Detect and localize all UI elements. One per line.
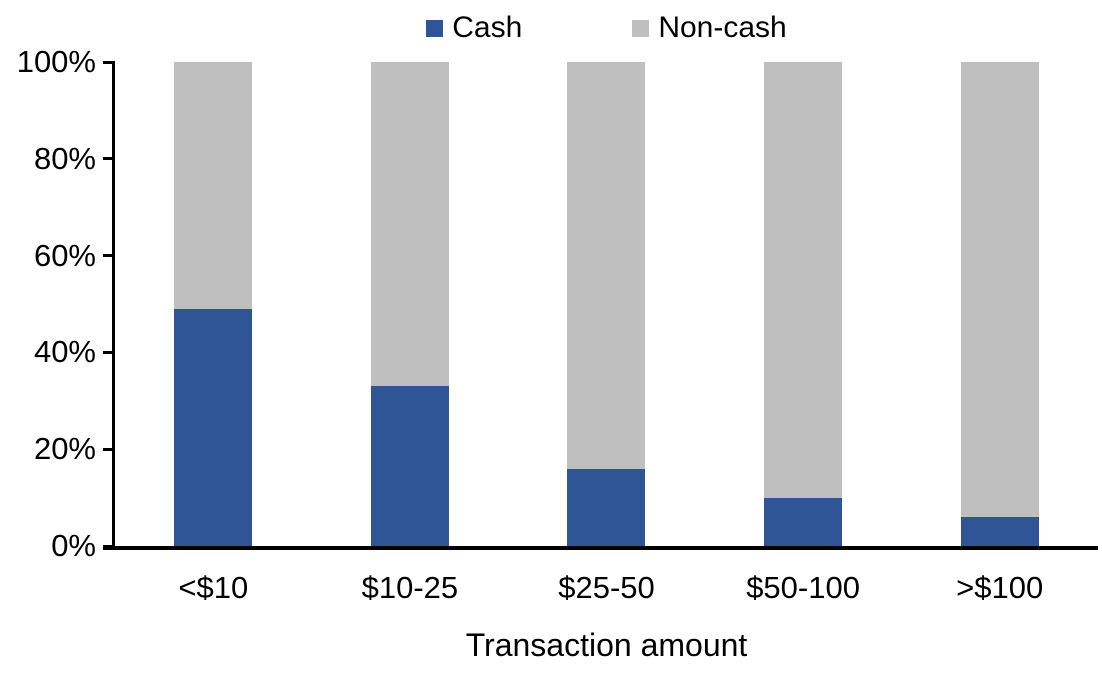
y-tick-mark <box>103 350 115 354</box>
bar-slot <box>115 62 312 546</box>
bar-segment-noncash <box>370 62 449 387</box>
x-category-label: <$10 <box>178 570 249 605</box>
legend-label-noncash: Non-cash <box>658 11 787 44</box>
bar-segment-cash <box>764 497 843 546</box>
bar-slot <box>508 62 705 546</box>
bar-segment-noncash <box>174 62 253 309</box>
legend-label-cash: Cash <box>452 11 523 44</box>
x-category-label: $25-50 <box>558 570 655 605</box>
x-category-label: >$100 <box>956 570 1044 605</box>
bar-group <box>567 62 646 546</box>
bar-segment-noncash <box>764 62 843 498</box>
x-axis-line <box>103 546 1098 550</box>
y-tick-label: 80% <box>33 140 96 176</box>
bar-segment-noncash <box>960 62 1039 517</box>
bar-slot <box>901 62 1098 546</box>
x-axis-title: Transaction amount <box>465 627 748 663</box>
y-tick-mark <box>103 447 115 451</box>
x-axis-category-labels: <$10 $10-25 $25-50 $50-100 >$100 <box>115 570 1098 606</box>
bar-segment-cash <box>174 308 253 546</box>
bar-segment-cash <box>567 468 646 546</box>
legend-item-cash: Cash <box>426 11 522 45</box>
y-axis-line <box>112 61 115 549</box>
y-tick-label: 100% <box>16 44 96 79</box>
y-tick-mark <box>103 254 115 258</box>
bar-segment-cash <box>960 516 1039 546</box>
bar-slot <box>705 62 902 546</box>
plot-area <box>115 62 1098 546</box>
bar-slot <box>312 62 509 546</box>
y-tick-label: 40% <box>33 334 96 370</box>
legend-swatch-noncash-icon <box>632 19 650 37</box>
bar-group <box>764 62 843 546</box>
bar-segment-cash <box>370 386 449 546</box>
y-tick-label: 0% <box>51 528 96 563</box>
x-category-label: $50-100 <box>746 570 860 605</box>
bar-group <box>370 62 449 546</box>
legend-swatch-cash-icon <box>426 19 444 37</box>
y-tick-mark <box>103 60 115 64</box>
legend: Cash Non-cash <box>115 11 1098 45</box>
legend-item-noncash: Non-cash <box>632 11 787 45</box>
bar-group <box>174 62 253 546</box>
x-category-label: $10-25 <box>361 570 459 605</box>
y-tick-label: 20% <box>33 431 96 467</box>
y-tick-mark <box>103 157 115 161</box>
y-tick-label: 60% <box>33 237 96 273</box>
bar-segment-noncash <box>567 62 646 469</box>
bar-group <box>960 62 1039 546</box>
